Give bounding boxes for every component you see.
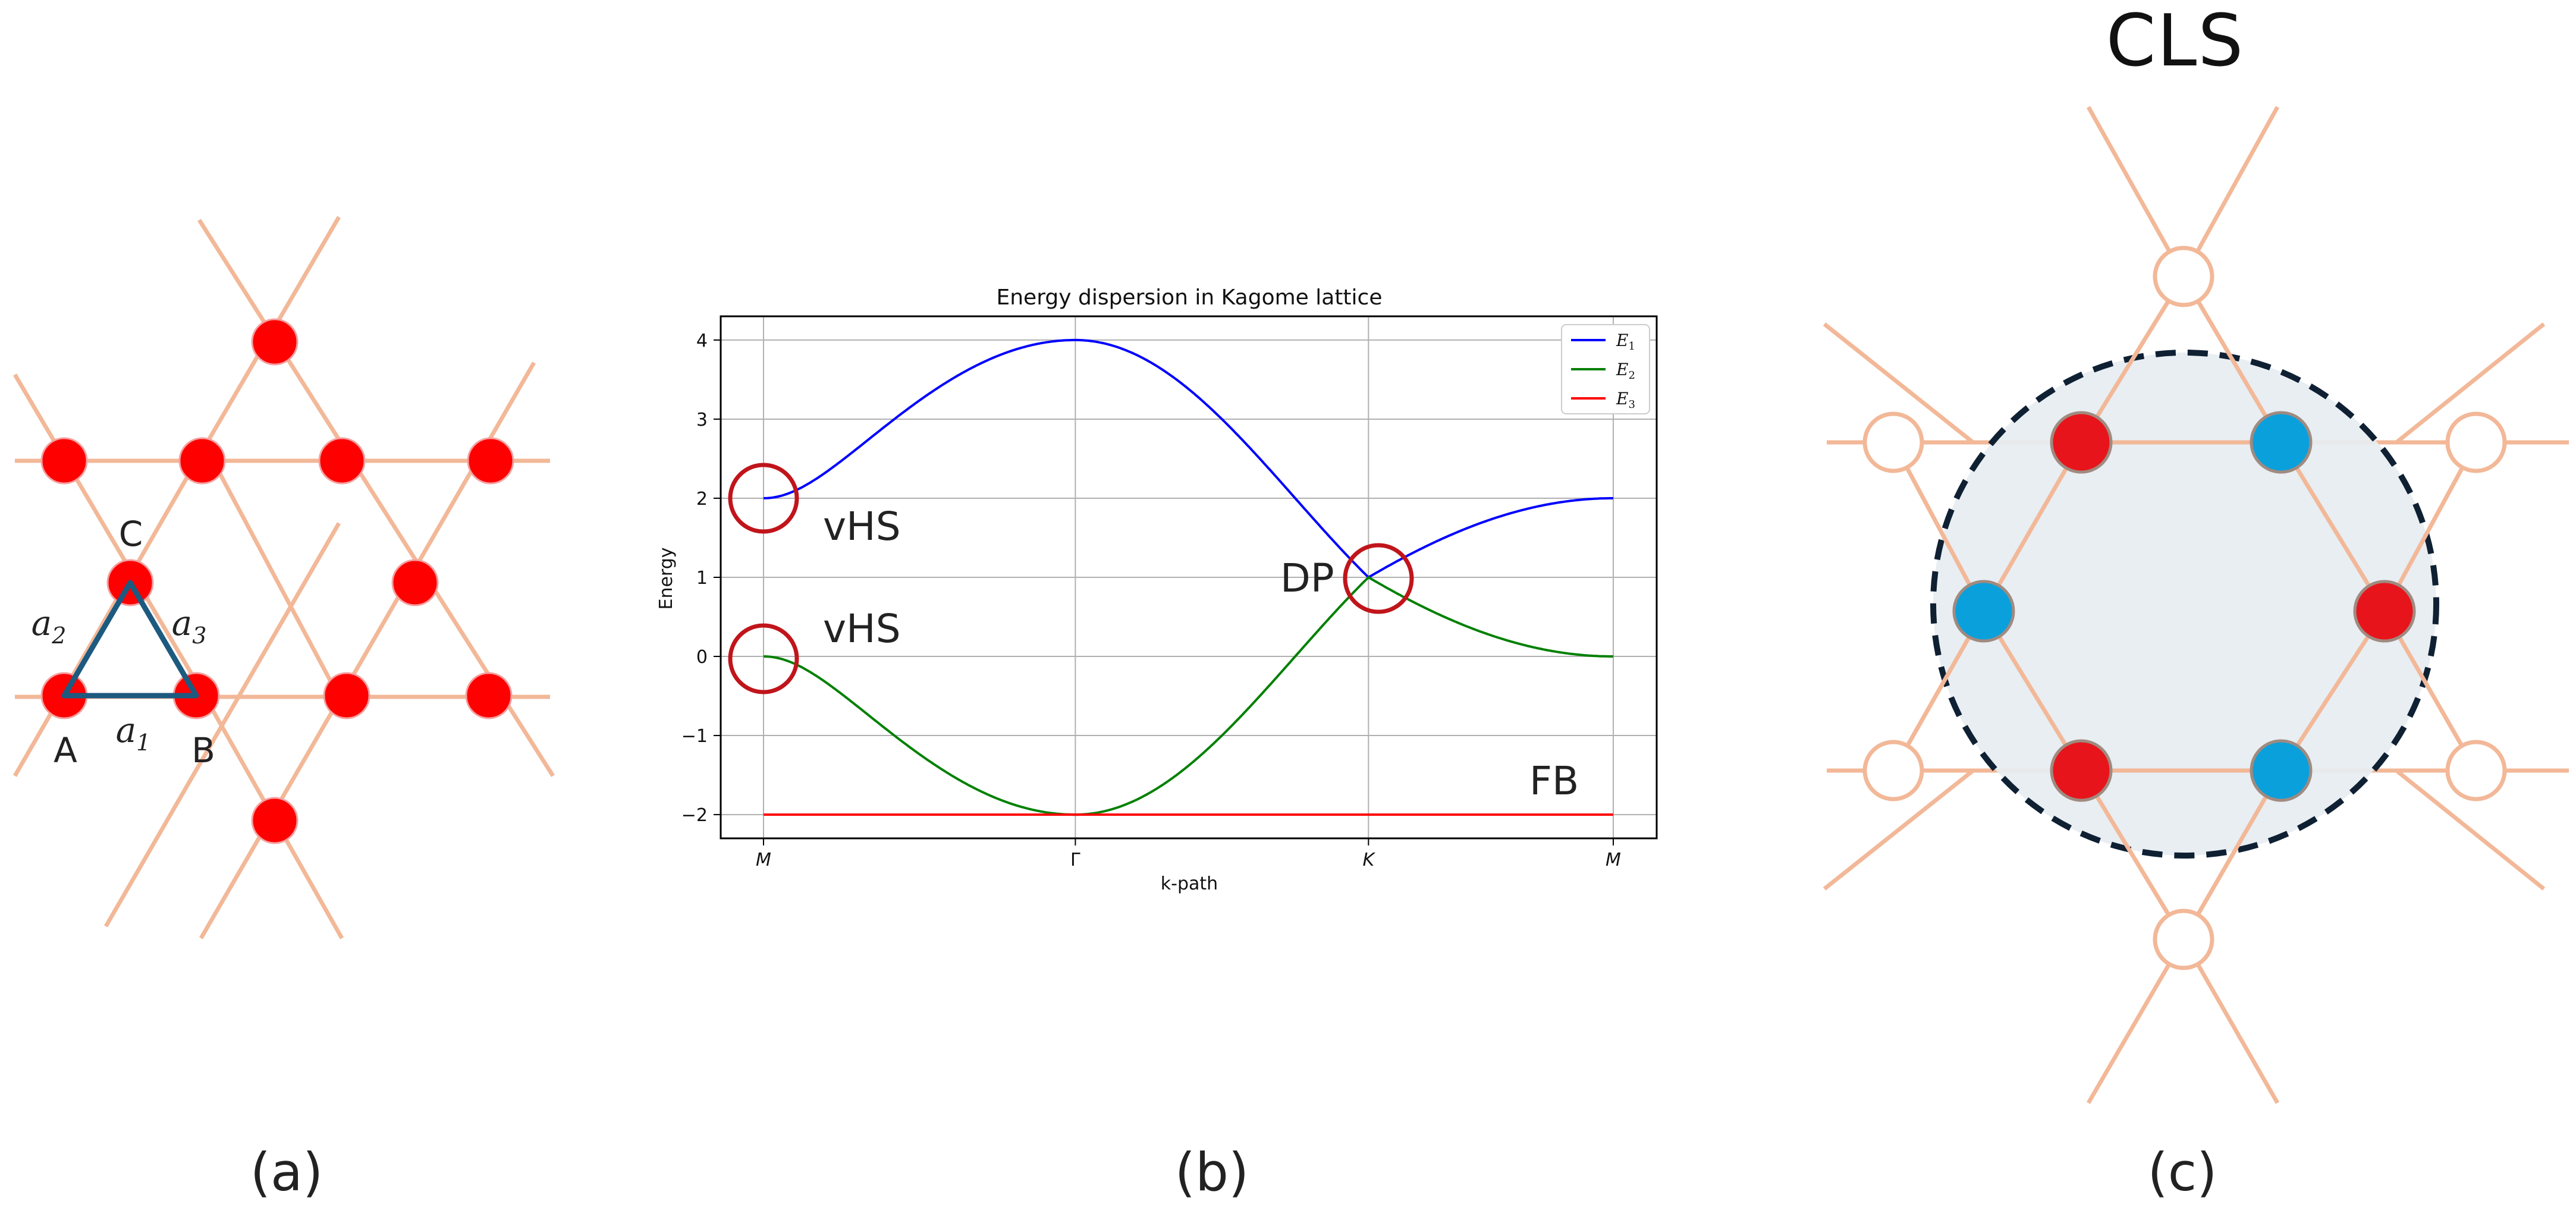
a-lattice-site-6: [391, 559, 439, 606]
vhs-marker-lower: [728, 623, 799, 694]
positive-amplitude-site-0: [2050, 411, 2113, 474]
band-curves: [763, 338, 1613, 816]
c-sites: [1862, 246, 2507, 970]
c-inner-bond-6: [2079, 275, 2185, 444]
c-bond-6: [1823, 322, 1975, 444]
x-tick-label-2: K: [1362, 850, 1375, 870]
positive-amplitude-site-2: [2353, 580, 2416, 643]
caption-a: (a): [250, 1142, 323, 1203]
x-axis-label: k-path: [1161, 873, 1218, 894]
a-lattice-site-10: [465, 672, 513, 719]
panel-a-kagome-lattice: A B C a2 a3 a1: [12, 216, 555, 939]
annotation-flat-band: FB: [1529, 758, 1579, 804]
grid-lines: [721, 316, 1657, 838]
band-e2: [763, 576, 1613, 816]
y-tick-label-1: 3: [696, 410, 708, 430]
c-inner-bond-7: [2181, 275, 2283, 444]
c-inner-bond-1: [2279, 441, 2386, 612]
empty-site-1: [1862, 411, 1924, 473]
a-lattice-site-11: [251, 797, 299, 844]
annotation-dirac-point: DP: [1280, 555, 1334, 601]
c-bond-4: [2086, 938, 2186, 1104]
annotation-vhs-lower: vHS: [823, 606, 901, 652]
dirac-point-marker: [1343, 543, 1414, 614]
c-bond-7: [2395, 322, 2546, 444]
a-bond-6: [12, 373, 208, 698]
c-bonds-inner: [1891, 275, 2478, 941]
x-tick-label-0: M: [756, 850, 771, 870]
cls-title: CLS: [2106, 0, 2245, 83]
c-inner-bond-2: [2279, 610, 2386, 772]
a-lattice-site-3: [318, 437, 366, 485]
c-inner-bond-10: [1891, 441, 1986, 612]
y-axis-label: Energy: [656, 547, 677, 609]
vhs-marker-upper: [728, 463, 799, 534]
c-bond-3: [2181, 106, 2280, 278]
c-bond-8: [1823, 769, 1975, 891]
annotation-vhs-upper: vHS: [823, 504, 901, 549]
caption-b: (b): [1174, 1142, 1249, 1203]
plot-frame: [720, 315, 1658, 840]
negative-amplitude-site-1: [2250, 411, 2313, 474]
vector-label-a1: a1: [116, 710, 151, 756]
site-label-a: A: [54, 730, 77, 771]
site-label-c: C: [119, 514, 143, 554]
empty-site-5: [2153, 909, 2214, 970]
unit-cell-triangle: [61, 580, 199, 699]
c-bond-9: [2395, 769, 2546, 891]
negative-amplitude-site-5: [1952, 580, 2015, 643]
chart-title: Energy dispersion in Kagome lattice: [996, 285, 1382, 310]
x-tick-label-1: Γ: [1070, 850, 1080, 870]
c-inner-bond-9: [2181, 769, 2283, 941]
a-bond-2: [12, 445, 208, 777]
a-lattice-site-9: [323, 672, 370, 719]
a-lattice-site-4: [467, 437, 514, 485]
band-e1: [763, 338, 1613, 579]
c-inner-bond-12: [2382, 441, 2478, 612]
panel-b-band-structure: Energy dispersion in Kagome lattice 4 3 2 1…: [656, 285, 1658, 894]
c-bond-5: [2181, 938, 2280, 1104]
y-tick-label-3: 1: [696, 568, 708, 589]
c-inner-bond-8: [2079, 769, 2185, 941]
x-tick-label-3: M: [1606, 850, 1621, 870]
y-ticks: 4 3 2 1 0 −1 −2: [681, 331, 721, 826]
empty-site-4: [2445, 740, 2507, 801]
a-lattice-site-0: [251, 318, 299, 366]
y-tick-label-4: 0: [696, 647, 708, 668]
a-sites: [40, 318, 514, 844]
y-tick-label-5: −1: [681, 726, 708, 747]
y-tick-label-0: 4: [696, 331, 708, 351]
vector-label-a3: a3: [172, 603, 207, 649]
c-bond-2: [2086, 106, 2186, 278]
y-tick-label-6: −2: [681, 805, 708, 826]
vector-label-a2: a2: [32, 603, 67, 649]
panel-c-compact-localized-state: [1823, 106, 2569, 1104]
a-bond-9: [203, 445, 341, 698]
legend: E1 E2 E3: [1561, 324, 1650, 414]
y-tick-label-2: 2: [696, 489, 708, 510]
caption-c: (c): [2147, 1142, 2217, 1203]
site-label-b: B: [191, 730, 215, 771]
empty-site-2: [2445, 411, 2507, 473]
negative-amplitude-site-3: [2250, 739, 2313, 802]
a-lattice-site-1: [40, 437, 88, 485]
empty-site-3: [1862, 740, 1924, 801]
a-lattice-site-2: [178, 437, 226, 485]
positive-amplitude-site-4: [2050, 739, 2113, 802]
empty-site-0: [2153, 246, 2214, 307]
c-inner-bond-5: [1981, 441, 2084, 612]
